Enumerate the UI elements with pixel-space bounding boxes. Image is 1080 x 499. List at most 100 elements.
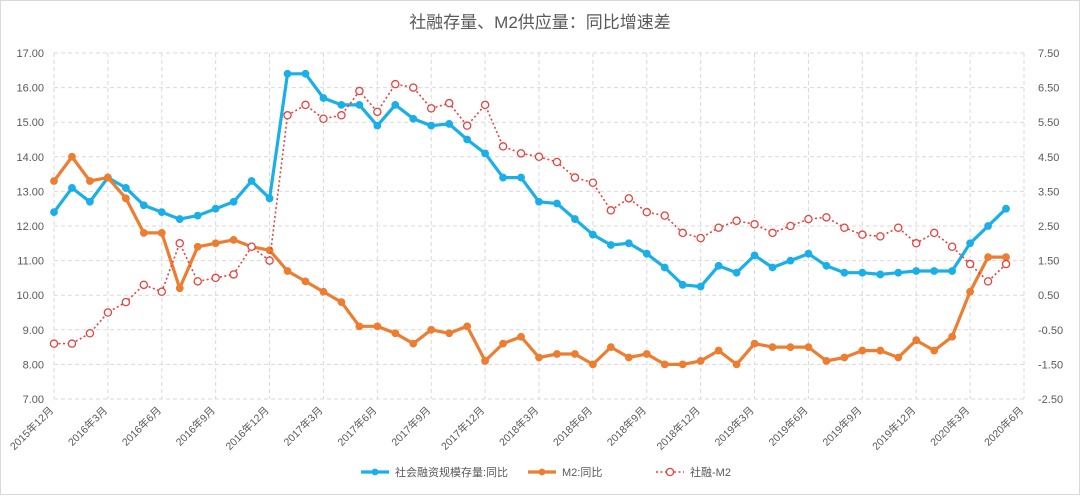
y-left-tick-label: 12.00	[16, 221, 44, 233]
data-point	[553, 350, 561, 358]
data-point	[50, 208, 58, 217]
data-point	[121, 184, 130, 192]
data-point	[678, 228, 687, 238]
data-point	[534, 152, 544, 162]
x-axis: 2015年12月 2016年3月 2016年6月 2016年9月 2016年12月 201…	[7, 404, 1026, 453]
data-point	[786, 343, 795, 352]
y-right-tick-label: 1.50	[1038, 256, 1059, 268]
data-point	[1002, 253, 1010, 262]
data-point	[588, 360, 597, 369]
x-tick-label: 2020年6月	[981, 404, 1026, 449]
data-point	[804, 214, 813, 224]
data-point	[157, 208, 166, 217]
x-tick-label: 2018年9月	[604, 404, 649, 449]
x-tick-label: 2018年3月	[496, 404, 541, 449]
data-point	[283, 69, 292, 78]
x-tick-label: 2019年9月	[820, 404, 865, 449]
y-right-tick-label: 4.50	[1038, 152, 1059, 164]
data-point	[229, 197, 238, 206]
data-point	[445, 120, 454, 128]
legend-swatch-marker	[538, 468, 546, 476]
y-right-tick-label: -0.50	[1038, 325, 1063, 337]
data-point	[894, 353, 903, 362]
data-point	[445, 329, 454, 338]
data-point	[355, 101, 364, 109]
data-point	[984, 253, 992, 262]
data-point	[660, 263, 669, 272]
legend-item: 社会融资规模存量:同比	[361, 465, 508, 479]
data-point	[965, 259, 975, 269]
data-point	[714, 346, 723, 355]
data-point	[840, 353, 849, 362]
data-point	[642, 207, 652, 217]
legend-item: M2:同比	[528, 466, 602, 479]
data-point	[373, 322, 382, 331]
data-point	[786, 221, 795, 231]
x-tick-label: 2019年3月	[712, 404, 757, 449]
data-point	[535, 353, 543, 362]
data-point	[193, 211, 202, 220]
data-point	[768, 263, 777, 272]
data-point	[50, 177, 58, 185]
data-point	[86, 177, 94, 185]
data-point	[319, 287, 328, 296]
series-line	[52, 72, 1008, 289]
data-point	[822, 357, 831, 365]
data-point	[912, 336, 921, 345]
y-left-tick-label: 8.00	[23, 359, 44, 371]
data-point	[283, 267, 292, 275]
y-right-tick-label: 5.50	[1038, 117, 1059, 129]
data-point	[157, 287, 167, 296]
x-tick-label: 2017年3月	[281, 404, 326, 449]
y-left-tick-label: 17.00	[16, 48, 44, 60]
legend-label: M2:同比	[562, 466, 602, 479]
data-point	[840, 268, 849, 277]
data-point	[588, 230, 597, 239]
data-point	[301, 277, 310, 286]
y-right-tick-label: 6.50	[1038, 83, 1059, 95]
data-point	[462, 121, 472, 130]
data-point	[911, 239, 921, 248]
data-point	[319, 94, 328, 102]
data-point	[714, 223, 723, 232]
data-point	[642, 249, 651, 258]
y-axis-left: 7.00 8.00 9.00 10.00 11.00 12.00 13.00 14.00 15.…	[16, 48, 44, 406]
data-point	[337, 101, 346, 109]
series-1	[50, 69, 1010, 291]
data-point	[660, 211, 669, 220]
x-tick-label: 2018年12月	[654, 404, 703, 453]
x-tick-label: 2016年3月	[65, 404, 110, 449]
data-point	[930, 267, 939, 275]
data-point	[535, 197, 543, 206]
legend: 社会融资规模存量:同比 M2:同比 社融-M2	[361, 465, 731, 479]
y-left-tick-label: 13.00	[16, 186, 44, 198]
data-point	[966, 287, 975, 296]
data-point	[301, 100, 310, 110]
data-point	[750, 251, 759, 260]
data-point	[660, 360, 669, 369]
data-point	[409, 339, 418, 348]
data-point	[804, 249, 813, 258]
legend-label: 社会融资规模存量:同比	[395, 465, 508, 479]
data-point	[571, 350, 579, 358]
data-point	[121, 194, 130, 203]
x-tick-label: 2016年12月	[223, 404, 272, 453]
data-point	[301, 69, 310, 78]
y-left-tick-label: 16.00	[16, 83, 44, 95]
data-point	[696, 357, 705, 365]
data-point	[211, 273, 220, 283]
data-point	[499, 339, 507, 348]
data-point	[517, 173, 525, 182]
data-point	[319, 114, 328, 123]
data-point	[732, 216, 741, 226]
data-point	[948, 332, 957, 341]
data-point	[426, 104, 436, 113]
data-point	[642, 350, 651, 358]
data-point	[930, 346, 939, 355]
data-point	[983, 277, 993, 286]
data-point	[571, 215, 579, 223]
data-point	[193, 242, 202, 251]
legend-swatch-marker	[371, 468, 379, 476]
data-point	[355, 322, 364, 331]
